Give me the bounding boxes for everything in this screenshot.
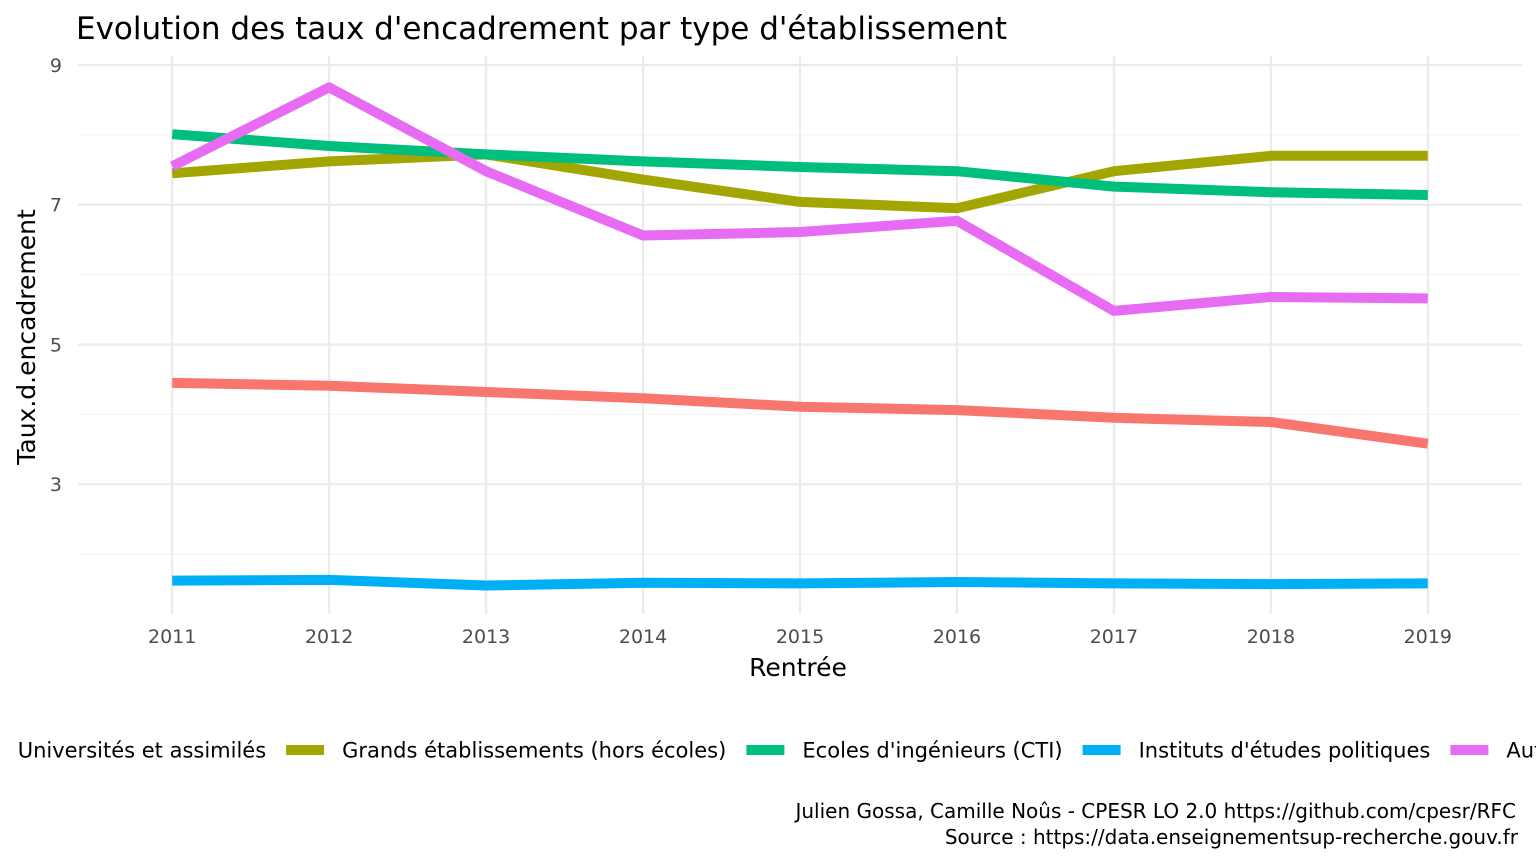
legend: Universités et assimilés Grands établisse… <box>18 738 1536 762</box>
series-lines <box>169 82 1429 591</box>
y-tick-label: 7 <box>50 195 62 217</box>
legend-item-0: Universités et assimilés <box>18 738 266 762</box>
x-tick-label: 2015 <box>776 626 824 648</box>
x-tick-label: 2014 <box>619 626 667 648</box>
legend-label-3: Instituts d'études politiques <box>1139 738 1431 762</box>
x-tick-label: 2016 <box>933 626 981 648</box>
series-line-1 <box>171 149 1428 214</box>
x-tick-label: 2011 <box>148 626 196 648</box>
x-tick-label: 2018 <box>1247 626 1295 648</box>
series-line-2 <box>171 129 1428 200</box>
y-axis-title: Taux.d.encadrement <box>12 209 41 466</box>
caption-credits: Julien Gossa, Camille Noûs - CPESR LO 2.… <box>793 799 1516 823</box>
legend-item-2: Ecoles d'ingénieurs (CTI) <box>746 738 1063 762</box>
series-line-3 <box>172 574 1428 591</box>
x-tick-label: 2012 <box>305 626 353 648</box>
series-line-4 <box>169 82 1428 316</box>
caption-source: Source : https://data.enseignementsup-re… <box>945 825 1519 849</box>
series-line-0 <box>172 377 1429 449</box>
x-tick-label: 2019 <box>1404 626 1452 648</box>
x-axis-title: Rentrée <box>749 653 847 682</box>
x-axis-ticks: 2011 2012 2013 2014 2015 2016 2017 2018 2019 <box>148 626 1452 648</box>
x-tick-label: 2017 <box>1090 626 1138 648</box>
y-tick-label: 3 <box>50 474 62 496</box>
legend-label-4: Autres <box>1506 738 1536 762</box>
y-tick-label: 5 <box>50 334 62 356</box>
y-tick-label: 9 <box>50 55 62 77</box>
legend-label-1: Grands établissements (hors écoles) <box>342 738 726 762</box>
legend-label-0: Universités et assimilés <box>18 738 266 762</box>
legend-item-1: Grands établissements (hors écoles) <box>286 738 726 762</box>
y-axis-ticks: 3 5 7 9 <box>50 55 62 496</box>
legend-item-4: Autres <box>1450 738 1536 762</box>
x-tick-label: 2013 <box>462 626 510 648</box>
legend-label-2: Ecoles d'ingénieurs (CTI) <box>802 738 1062 762</box>
chart-title: Evolution des taux d'encadrement par typ… <box>76 11 1007 47</box>
legend-item-3: Instituts d'études politiques <box>1082 738 1431 762</box>
